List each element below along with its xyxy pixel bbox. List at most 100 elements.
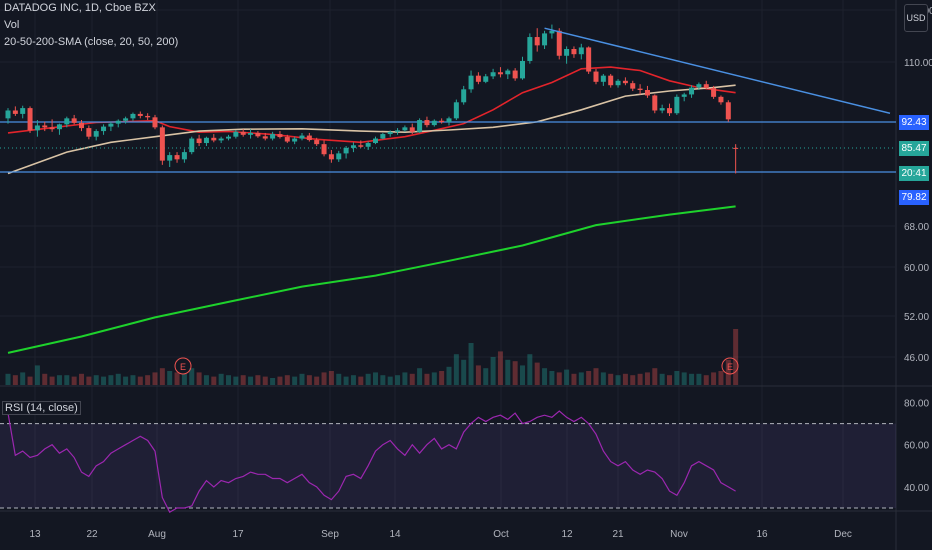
candle — [277, 131, 283, 139]
candle — [71, 114, 77, 125]
trendline — [544, 27, 891, 114]
time-axis-label: Sep — [321, 529, 339, 540]
candle — [644, 85, 650, 98]
price-tag-last-label: 85.47 — [901, 143, 927, 154]
volume-bar — [667, 375, 672, 385]
volume-legend[interactable]: Vol — [4, 19, 20, 31]
volume-bar — [79, 373, 84, 385]
volume-bar — [350, 375, 356, 385]
candle — [564, 46, 570, 64]
candle-body — [115, 120, 121, 124]
candle-body — [211, 137, 217, 141]
candle-body — [725, 102, 731, 120]
candle — [534, 28, 540, 52]
candle — [137, 111, 143, 119]
earnings-icon — [721, 357, 739, 375]
candle-body — [159, 127, 165, 161]
symbol-legend[interactable]: DATADOG INC, 1D, Cboe BZX — [4, 2, 156, 14]
currency-button[interactable]: USD — [904, 4, 928, 32]
candle-body — [659, 108, 665, 111]
candle-body — [226, 136, 231, 139]
volume-bar — [262, 376, 268, 385]
candle — [549, 24, 555, 39]
volume-bar — [101, 376, 107, 385]
candle-body — [527, 37, 533, 61]
candle-body — [93, 131, 99, 137]
volume-bar — [387, 376, 393, 385]
volume-bar — [321, 372, 327, 385]
volume-bar — [733, 329, 739, 385]
volume-bar — [365, 373, 371, 385]
price-axis-label: 52.00 — [904, 312, 929, 323]
candle-body — [64, 118, 70, 125]
candle-body — [431, 120, 437, 126]
candle-body — [203, 137, 209, 144]
candle — [152, 114, 158, 130]
candle — [365, 141, 371, 150]
candle-body — [365, 143, 371, 147]
candle-body — [395, 130, 401, 132]
candle-body — [505, 70, 511, 75]
volume-bar — [475, 365, 481, 385]
time-axis-label: 12 — [561, 529, 573, 540]
rsi-axis-label: 60.00 — [904, 441, 929, 452]
price-axis-label: 110.00 — [904, 58, 932, 69]
candle — [358, 140, 364, 148]
candle — [270, 131, 276, 141]
volume-bar — [395, 375, 401, 385]
candle-body — [644, 90, 650, 96]
candle-body — [402, 127, 408, 131]
sma-legend[interactable]: 20-50-200-SMA (close, 20, 50, 200) — [4, 36, 179, 48]
volume-bar — [431, 372, 437, 385]
candle — [49, 119, 55, 132]
candle — [167, 152, 173, 167]
candle-body — [56, 124, 62, 130]
candle — [725, 100, 731, 122]
time-axis-label: 21 — [612, 529, 624, 540]
candle — [211, 134, 217, 143]
volume-bar — [240, 375, 246, 385]
candle-body — [86, 128, 92, 137]
candle-body — [49, 127, 55, 130]
volume-bar — [644, 372, 650, 385]
volume-bar — [512, 361, 518, 385]
candle-body — [299, 135, 305, 139]
candle-body — [137, 113, 143, 116]
candle — [505, 68, 511, 80]
candle — [86, 125, 92, 140]
volume-bar — [615, 375, 621, 385]
price-tag-support-label: 79.82 — [901, 192, 927, 203]
candle — [248, 129, 254, 139]
candle-body — [123, 118, 129, 121]
candle — [630, 80, 636, 92]
volume-bar — [203, 375, 209, 385]
candle-body — [417, 120, 423, 132]
candle — [5, 108, 11, 124]
candle — [314, 137, 320, 147]
volume-bar — [490, 357, 496, 385]
candle-body — [71, 118, 77, 123]
volume-bar — [174, 372, 180, 385]
candle-body — [542, 33, 548, 46]
candle — [174, 152, 180, 163]
candle-body — [255, 132, 261, 137]
price-tag-resistance-label: 92.43 — [901, 117, 927, 128]
time-axis-label: 22 — [86, 529, 98, 540]
candle-body — [497, 72, 503, 75]
candle-body — [608, 75, 614, 86]
volume-bar — [417, 368, 423, 385]
rsi-legend[interactable]: RSI (14, close) — [2, 401, 81, 415]
volume-bar — [586, 371, 592, 385]
candle — [578, 43, 584, 60]
volume-bar — [5, 373, 11, 385]
candle-body — [409, 127, 415, 132]
volume-bar — [534, 362, 540, 385]
price-axis-label: 60.00 — [904, 263, 929, 274]
candle — [284, 134, 290, 144]
price-tag-countdown: 20:41 — [899, 166, 929, 181]
volume-bar — [299, 373, 305, 385]
volume-bar — [145, 375, 151, 385]
volume-bar — [314, 376, 320, 385]
